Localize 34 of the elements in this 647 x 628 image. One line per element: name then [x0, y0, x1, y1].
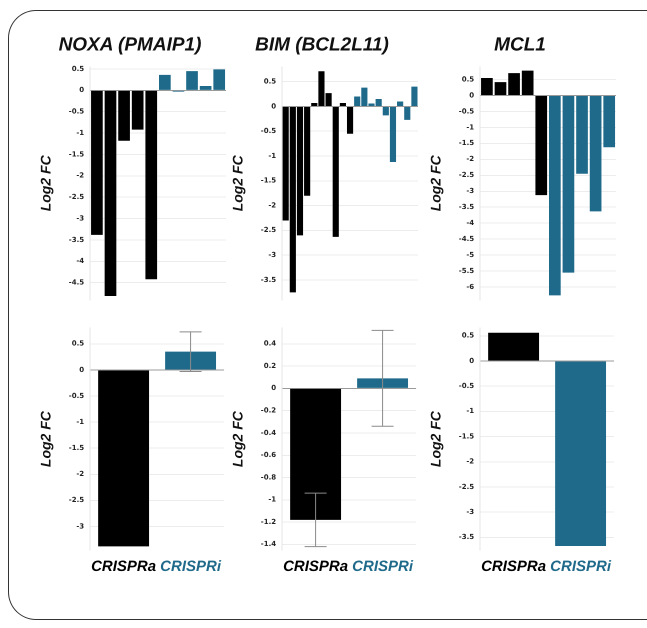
x-tick-label: CRISPRa — [91, 558, 156, 576]
bar — [346, 106, 354, 134]
bar — [159, 74, 171, 90]
bar — [549, 96, 561, 296]
bar — [411, 86, 418, 106]
bar — [145, 90, 158, 280]
bar — [332, 106, 339, 237]
bar — [340, 102, 346, 106]
y-axis-title: Log2 FC — [37, 410, 54, 468]
bar — [481, 78, 493, 96]
x-tick-label: CRISPRi — [160, 558, 222, 576]
y-axis-title: Log2 FC — [37, 154, 54, 212]
chart-title: MCL1 — [494, 34, 546, 56]
y-axis-title: Log2 FC — [229, 154, 246, 212]
y-axis-title: Log2 FC — [427, 154, 444, 212]
bar — [200, 86, 212, 90]
bar — [397, 102, 404, 106]
bar — [522, 70, 534, 96]
bar — [535, 96, 548, 196]
x-tick-label: CRISPRi — [550, 558, 612, 576]
bar — [91, 90, 103, 235]
y-axis-title: Log2 FC — [427, 410, 444, 468]
chart-title: BIM (BCL2L11) — [255, 34, 389, 56]
x-tick-label: CRISPRa — [283, 558, 348, 576]
bar — [132, 90, 144, 130]
bar — [186, 71, 198, 90]
bar — [213, 69, 226, 90]
bar — [603, 96, 616, 148]
y-axis-title: Log2 FC — [229, 410, 246, 468]
bar — [590, 96, 602, 212]
chart-title: NOXA (PMAIP1) — [58, 34, 202, 56]
bar — [404, 106, 410, 120]
x-tick-label: CRISPRi — [352, 558, 414, 576]
x-tick-label: CRISPRa — [481, 558, 546, 576]
